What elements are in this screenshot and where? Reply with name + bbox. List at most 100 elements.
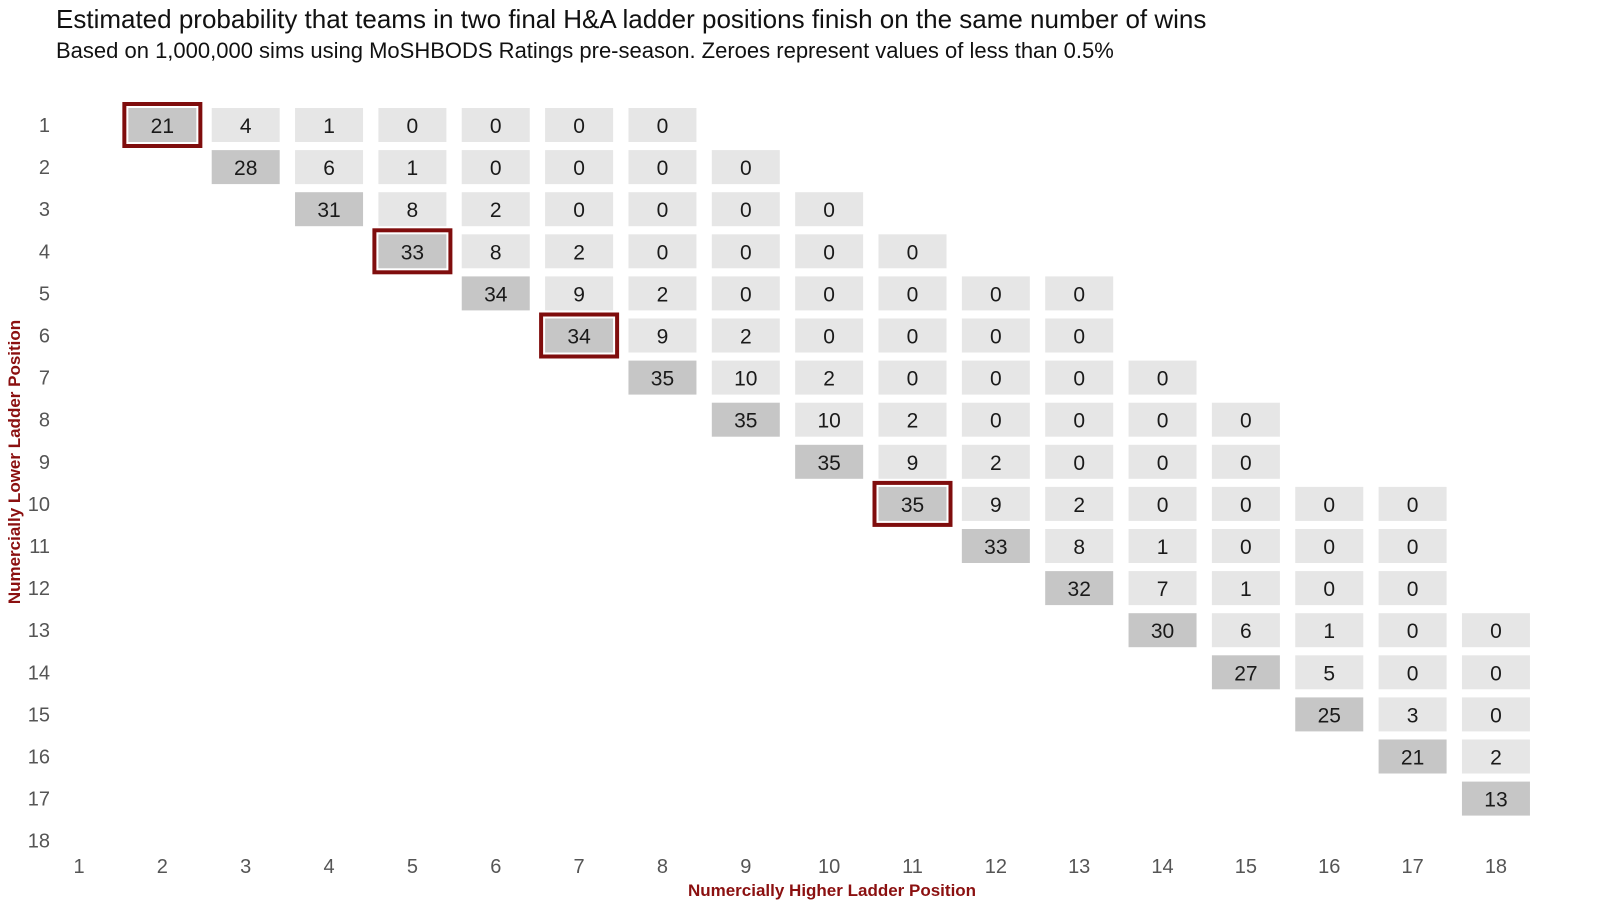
y-tick-label: 5 bbox=[39, 283, 50, 305]
heatmap-cells: 21 4 1 0 0 0 028 6 1 0 0 0 031 8 2 0 0 0 033 8 2 0 0 0 034 9 2 0 0 0 0… bbox=[122, 102, 1530, 816]
heatmap-cell-5-9 bbox=[711, 276, 780, 311]
cell-value-label: 0 bbox=[990, 283, 1002, 306]
cell-value-label: 10 bbox=[817, 410, 840, 433]
heatmap-cell-5-12 bbox=[961, 276, 1030, 311]
heatmap-cell-10-16 bbox=[1295, 486, 1364, 521]
x-tick-label: 7 bbox=[574, 856, 585, 878]
x-tick-label: 5 bbox=[407, 856, 418, 878]
cell-value-label: 27 bbox=[1234, 662, 1257, 685]
cell-value-label: 34 bbox=[567, 326, 591, 349]
cell-value-label: 30 bbox=[1151, 620, 1174, 643]
y-tick-label: 2 bbox=[39, 157, 50, 179]
y-tick-label: 15 bbox=[28, 704, 50, 726]
cell-value-label: 0 bbox=[1240, 536, 1252, 559]
highlight-border-6-7 bbox=[539, 312, 620, 359]
x-tick-label: 4 bbox=[323, 856, 334, 878]
heatmap-cell-3-4 bbox=[295, 192, 364, 227]
cell-value-label: 9 bbox=[990, 494, 1002, 517]
heatmap-cell-7-11 bbox=[878, 360, 947, 395]
heatmap-cell-2-3 bbox=[211, 150, 280, 185]
cell-value-label: 0 bbox=[740, 199, 752, 222]
cell-value-label: 0 bbox=[990, 368, 1002, 391]
heatmap-cell-3-6 bbox=[461, 192, 530, 227]
cell-value-label: 0 bbox=[1240, 494, 1252, 517]
heatmap-cell-6-11 bbox=[878, 318, 947, 353]
x-tick-label: 12 bbox=[985, 856, 1007, 878]
heatmap-cell-14-18 bbox=[1461, 655, 1530, 690]
heatmap-cell-12-17 bbox=[1378, 571, 1447, 606]
heatmap-cell-3-5 bbox=[378, 192, 447, 227]
cell-value-label: 0 bbox=[823, 241, 835, 264]
cell-value-label: 0 bbox=[657, 241, 669, 264]
heatmap-cell-12-13 bbox=[1045, 571, 1114, 606]
x-tick-label: 2 bbox=[157, 856, 168, 878]
heatmap-cell-6-10 bbox=[795, 318, 864, 353]
y-tick-label: 13 bbox=[28, 620, 50, 642]
cell-value-label: 34 bbox=[484, 283, 508, 306]
cell-value-label: 2 bbox=[907, 410, 919, 433]
x-tick-label: 6 bbox=[490, 856, 501, 878]
heatmap-cell-14-15 bbox=[1211, 655, 1280, 690]
cell-value-label: 8 bbox=[490, 241, 502, 264]
cell-value-label: 6 bbox=[323, 157, 335, 180]
cell-value-label: 2 bbox=[1490, 747, 1502, 770]
cell-value-label: 1 bbox=[407, 157, 419, 180]
heatmap-cell-6-13 bbox=[1045, 318, 1114, 353]
cell-value-label: 35 bbox=[901, 494, 924, 517]
y-tick-label: 10 bbox=[28, 494, 50, 516]
heatmap-cell-9-15 bbox=[1211, 444, 1280, 479]
y-tick-label: 12 bbox=[28, 578, 50, 600]
highlight-border-10-11 bbox=[872, 480, 953, 527]
cell-value-label: 1 bbox=[1240, 578, 1252, 601]
cell-value-label: 2 bbox=[657, 283, 669, 306]
cell-value-label: 3 bbox=[1407, 704, 1419, 727]
heatmap-cell-10-12 bbox=[961, 486, 1030, 521]
cell-value-label: 0 bbox=[1407, 662, 1419, 685]
heatmap-cell-4-5 bbox=[378, 234, 447, 269]
cell-value-label: 2 bbox=[1073, 494, 1085, 517]
heatmap-cell-3-10 bbox=[795, 192, 864, 227]
heatmap-cell-1-2 bbox=[128, 108, 197, 142]
cell-value-label: 0 bbox=[573, 199, 585, 222]
heatmap-cell-14-17 bbox=[1378, 655, 1447, 690]
heatmap-cell-11-13 bbox=[1045, 529, 1114, 563]
cell-value-label: 0 bbox=[1490, 704, 1502, 727]
heatmap-cell-3-7 bbox=[545, 192, 614, 227]
heatmap-cell-2-9 bbox=[711, 150, 780, 185]
cell-value-label: 0 bbox=[573, 115, 585, 138]
heatmap-cell-1-7 bbox=[545, 108, 614, 142]
heatmap-cell-15-18 bbox=[1461, 697, 1530, 732]
cell-value-label: 0 bbox=[740, 283, 752, 306]
heatmap-cell-12-14 bbox=[1128, 571, 1197, 606]
heatmap-cell-3-8 bbox=[628, 192, 697, 227]
heatmap-cell-12-16 bbox=[1295, 571, 1364, 606]
x-tick-label: 8 bbox=[657, 856, 668, 878]
heatmap-cell-4-6 bbox=[461, 234, 530, 269]
cell-value-label: 2 bbox=[990, 452, 1002, 475]
cell-value-label: 33 bbox=[401, 241, 424, 264]
heatmap-cell-9-12 bbox=[961, 444, 1030, 479]
y-tick-label: 14 bbox=[28, 662, 50, 684]
cell-value-label: 0 bbox=[907, 241, 919, 264]
heatmap-cell-10-14 bbox=[1128, 486, 1197, 521]
cell-value-label: 0 bbox=[1323, 494, 1335, 517]
heatmap-cell-6-8 bbox=[628, 318, 697, 353]
cell-value-label: 35 bbox=[734, 410, 757, 433]
heatmap-cell-2-6 bbox=[461, 150, 530, 185]
heatmap-cell-7-12 bbox=[961, 360, 1030, 395]
heatmap-cell-6-9 bbox=[711, 318, 780, 353]
cell-value-label: 0 bbox=[1073, 368, 1085, 391]
y-tick-label: 8 bbox=[39, 410, 50, 432]
heatmap-cell-7-8 bbox=[628, 360, 697, 395]
cell-value-label: 1 bbox=[1157, 536, 1169, 559]
cell-value-label: 0 bbox=[657, 157, 669, 180]
y-tick-label: 3 bbox=[39, 199, 50, 221]
heatmap-cell-2-5 bbox=[378, 150, 447, 185]
cell-value-label: 0 bbox=[1490, 662, 1502, 685]
cell-value-label: 2 bbox=[740, 326, 752, 349]
heatmap-cell-4-8 bbox=[628, 234, 697, 269]
heatmap-cell-2-7 bbox=[545, 150, 614, 185]
cell-value-label: 1 bbox=[1323, 620, 1335, 643]
x-tick-label: 13 bbox=[1068, 856, 1090, 878]
